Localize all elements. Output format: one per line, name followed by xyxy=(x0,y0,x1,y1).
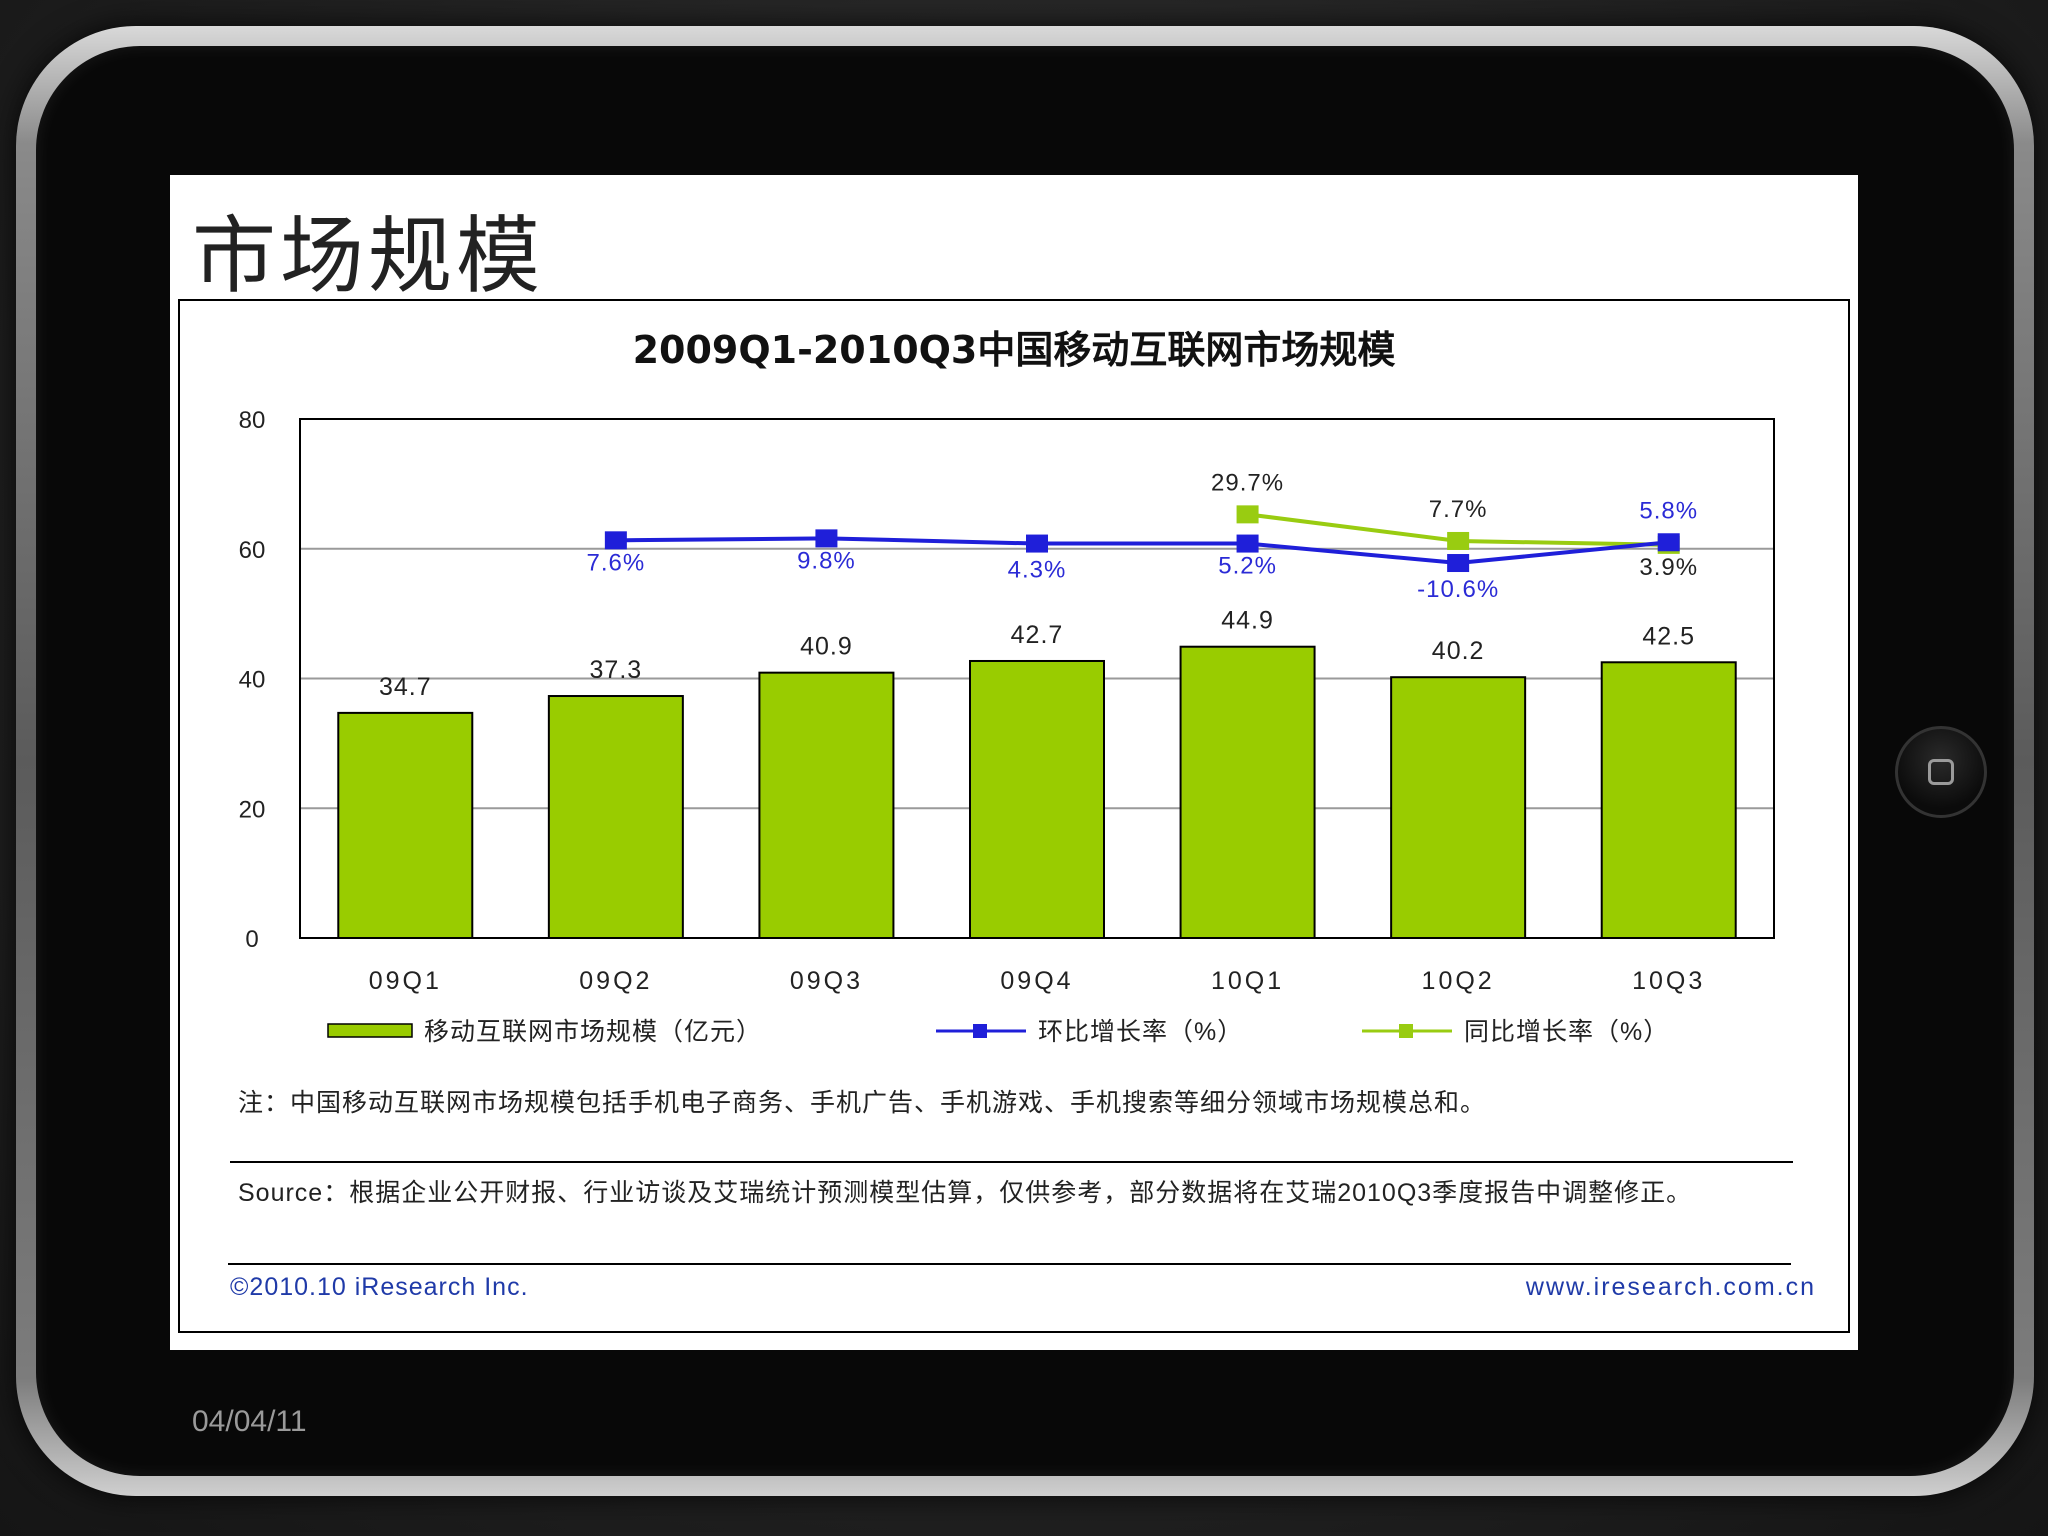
bar-value-label: 44.9 xyxy=(1221,607,1274,635)
home-square-icon xyxy=(1928,759,1954,785)
chart-source: Source：根据企业公开财报、行业访谈及艾瑞统计预测模型估算，仅供参考，部分数… xyxy=(238,1179,1693,1207)
copyright-text: ©2010.10 iResearch Inc. xyxy=(230,1273,529,1301)
y-tick-label: 0 xyxy=(245,926,258,953)
qoq-marker xyxy=(1236,534,1259,553)
x-tick-label: 09Q4 xyxy=(1000,967,1073,995)
slide-title: 市场规模 xyxy=(192,207,545,305)
bar-value-label: 34.7 xyxy=(379,673,432,701)
x-tick-label: 09Q1 xyxy=(369,967,442,995)
yoy-label: 29.7% xyxy=(1211,469,1284,496)
x-tick-label: 10Q2 xyxy=(1422,967,1495,995)
slide: 市场规模 2009Q1-2010Q3中国移动互联网市场规模 0 20 40 60 80 34… xyxy=(170,175,1858,1350)
bar xyxy=(337,711,474,940)
legend-bar-swatch xyxy=(327,1023,413,1038)
bar xyxy=(1390,676,1527,939)
qoq-marker xyxy=(815,529,838,548)
y-tick-label: 80 xyxy=(239,407,266,434)
x-tick-label: 09Q3 xyxy=(790,967,863,995)
qoq-label: -10.6% xyxy=(1417,576,1499,603)
y-tick-label: 40 xyxy=(239,667,266,694)
yoy-marker xyxy=(1447,531,1470,550)
qoq-marker xyxy=(1447,554,1470,573)
legend-bar-label: 移动互联网市场规模（亿元） xyxy=(424,1018,762,1046)
bar-value-label: 37.3 xyxy=(590,656,643,684)
bar xyxy=(1179,645,1316,939)
yoy-label: 7.7% xyxy=(1429,496,1488,523)
bar xyxy=(1600,661,1737,939)
y-tick-label: 60 xyxy=(239,537,266,564)
bar-value-label: 40.2 xyxy=(1432,637,1485,665)
bar xyxy=(969,659,1105,939)
x-tick-label: 09Q2 xyxy=(579,967,652,995)
qoq-marker xyxy=(1657,533,1680,552)
divider xyxy=(230,1161,1793,1163)
x-tick-label: 10Q1 xyxy=(1211,967,1284,995)
yoy-label: 3.9% xyxy=(1639,554,1698,581)
chart-title: 2009Q1-2010Q3中国移动互联网市场规模 xyxy=(633,328,1396,372)
bar-value-label: 42.7 xyxy=(1011,621,1064,649)
qoq-label: 7.6% xyxy=(587,549,646,576)
bar-value-label: 42.5 xyxy=(1642,622,1695,650)
chart-panel: 2009Q1-2010Q3中国移动互联网市场规模 0 20 40 60 80 34.7 37.… xyxy=(178,299,1850,1333)
qoq-label: 4.3% xyxy=(1008,557,1067,584)
slide-date: 04/04/11 xyxy=(192,1405,307,1438)
bar-value-label: 40.9 xyxy=(800,633,853,661)
divider xyxy=(228,1263,1791,1265)
bar xyxy=(547,695,684,939)
qoq-label: 5.2% xyxy=(1218,553,1277,580)
qoq-label: 5.8% xyxy=(1639,497,1698,524)
qoq-line xyxy=(615,536,1669,566)
y-tick-label: 20 xyxy=(239,796,266,823)
legend-qoq-label: 环比增长率（%） xyxy=(1038,1018,1243,1046)
qoq-label: 9.8% xyxy=(797,547,856,574)
legend-yoy-label: 同比增长率（%） xyxy=(1464,1018,1669,1046)
chart: 2009Q1-2010Q3中国移动互联网市场规模 0 20 40 60 80 34.7 37.… xyxy=(239,328,1775,1046)
qoq-marker xyxy=(1026,534,1048,553)
qoq-marker xyxy=(604,531,627,550)
website-link[interactable]: www.iresearch.com.cn xyxy=(1525,1273,1816,1301)
legend-yoy-marker xyxy=(1399,1024,1413,1038)
yoy-marker xyxy=(1236,505,1259,524)
legend-qoq-marker xyxy=(973,1024,987,1038)
x-tick-label: 10Q3 xyxy=(1632,967,1705,995)
home-button[interactable] xyxy=(1895,726,1987,818)
bar xyxy=(758,671,895,939)
chart-note: 注：中国移动互联网市场规模包括手机电子商务、手机广告、手机游戏、手机搜索等细分领… xyxy=(238,1089,1487,1117)
